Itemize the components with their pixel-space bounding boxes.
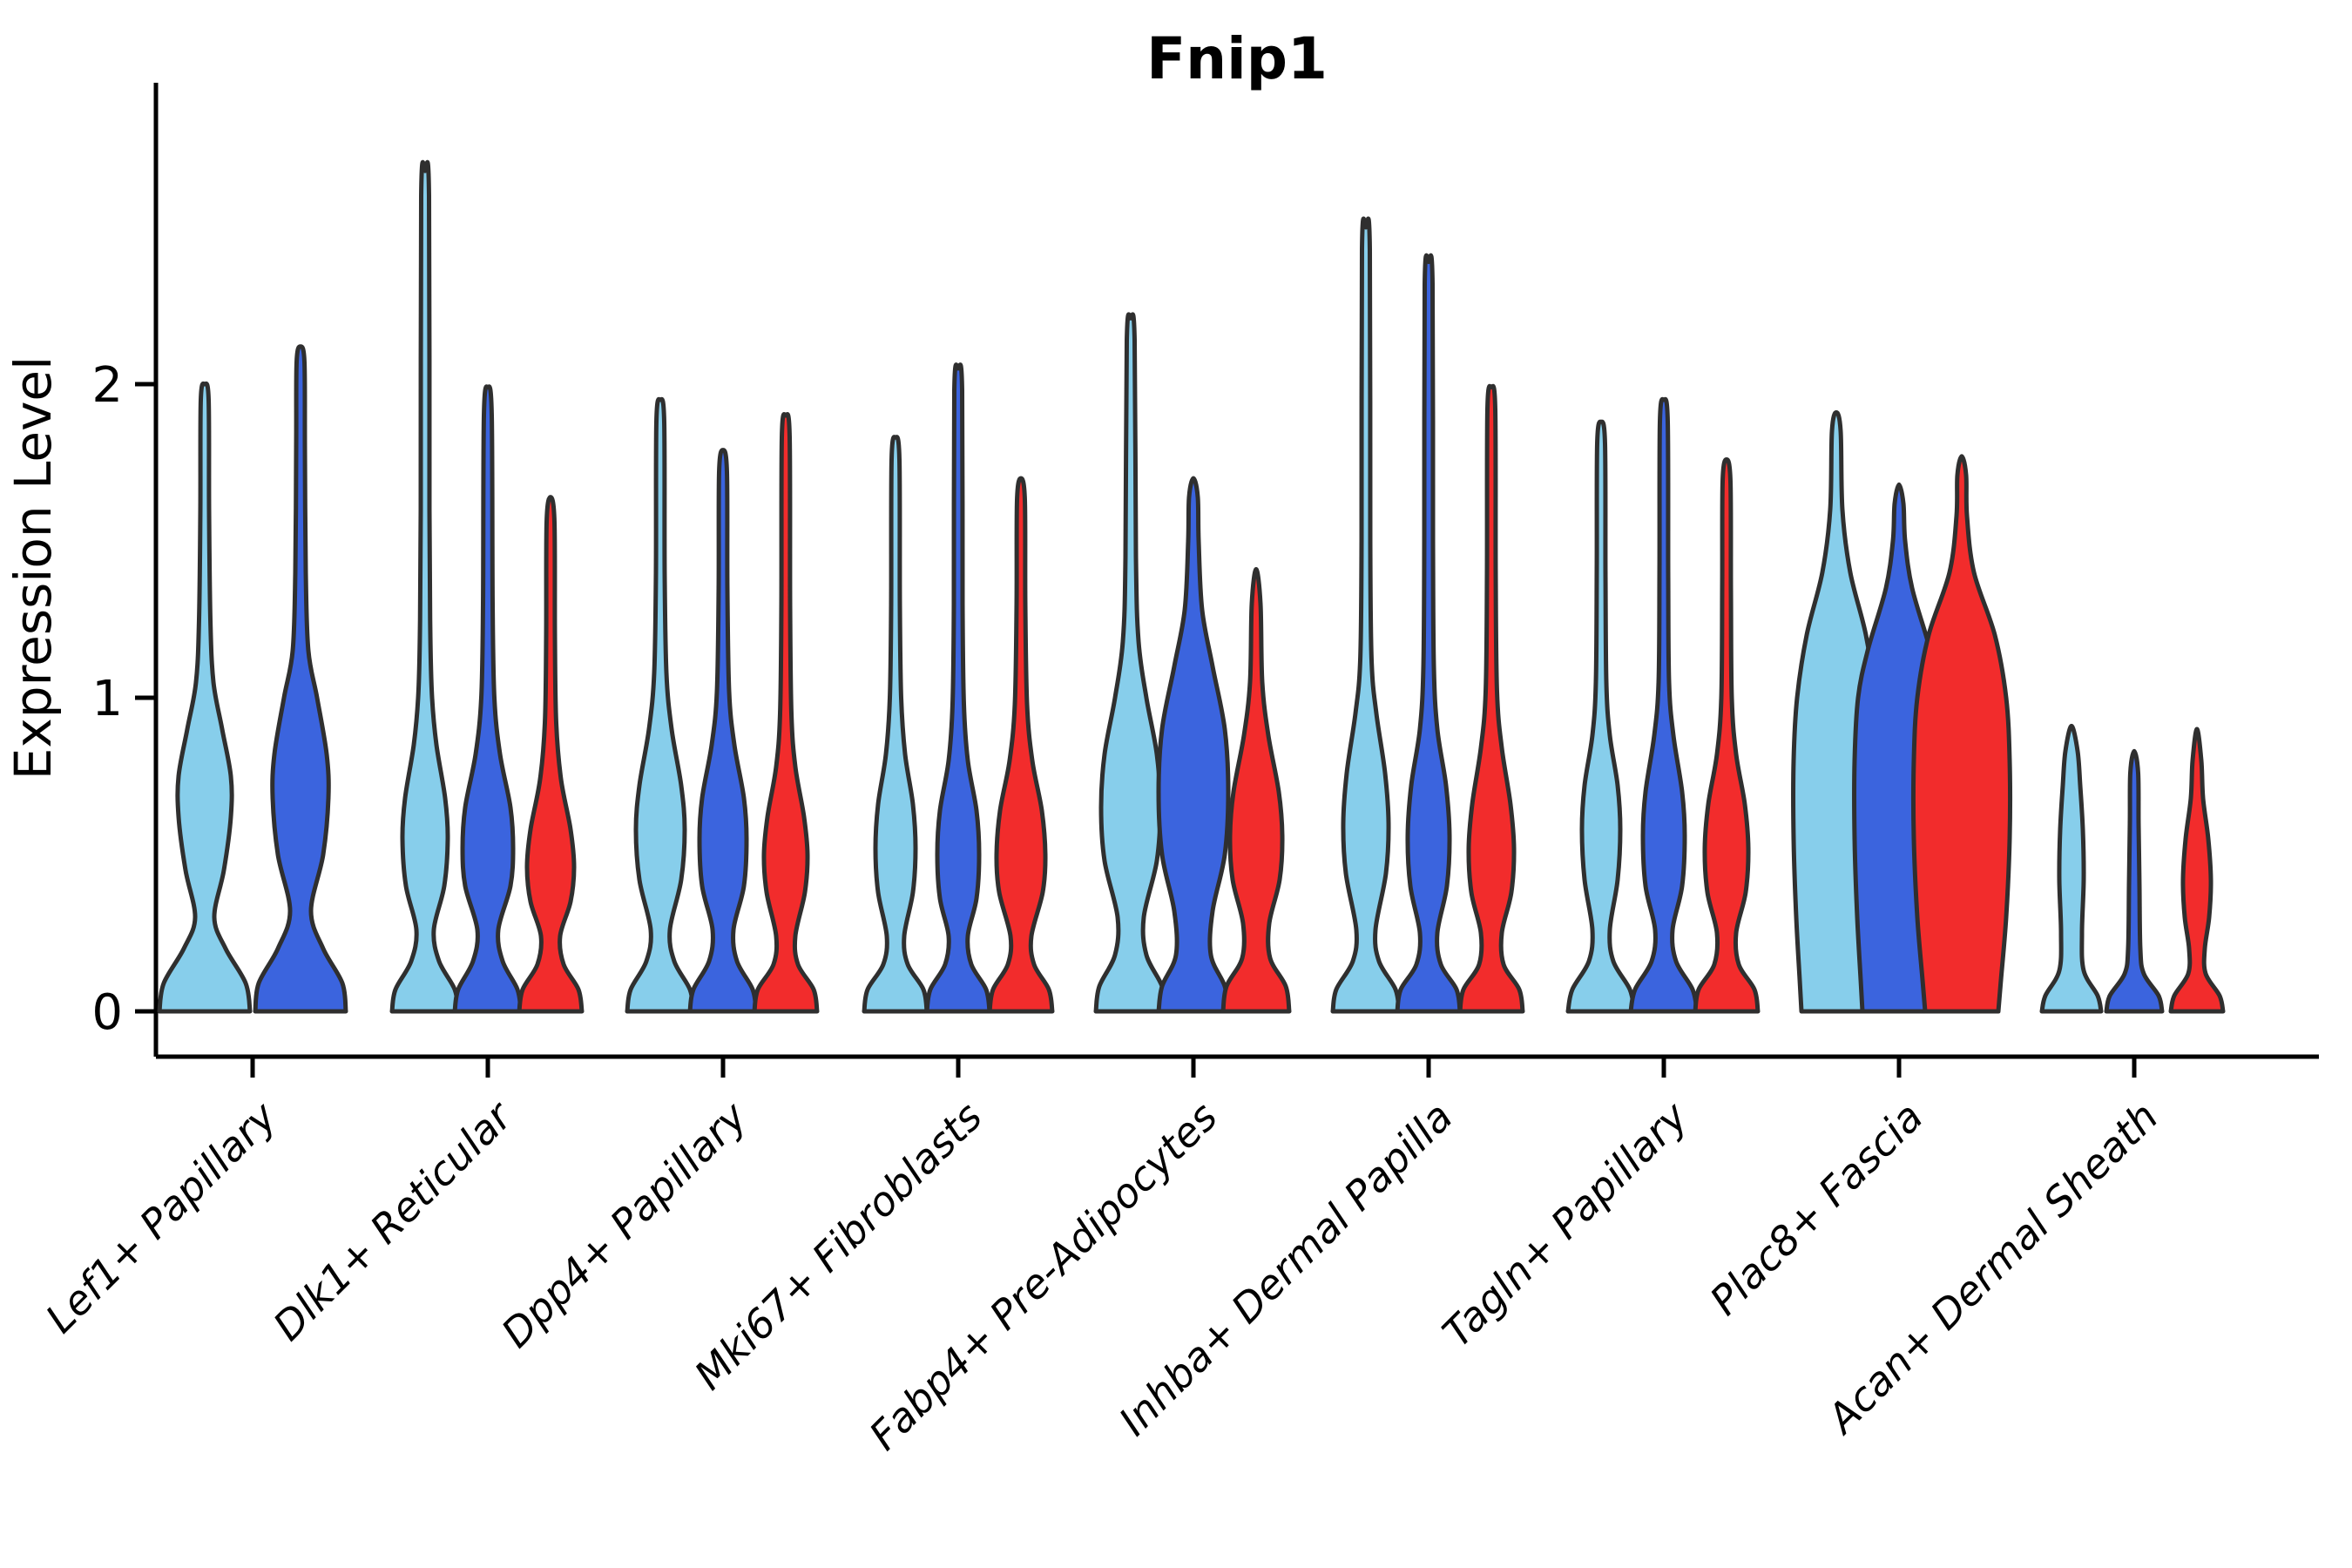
violin-blue — [1395, 253, 1463, 1014]
violin-lightblue — [389, 159, 461, 1014]
y-tick-label: 0 — [91, 984, 123, 1041]
violin-lightblue — [862, 435, 929, 1014]
violin-blue — [1628, 396, 1700, 1014]
violin-blue — [2104, 748, 2165, 1014]
violin-lightblue — [1093, 312, 1168, 1014]
y-tick-label: 2 — [91, 357, 123, 414]
violin-red — [1220, 566, 1292, 1014]
x-category-label: Dpp4+ Papillary — [492, 1092, 756, 1356]
violin-red — [517, 495, 585, 1014]
violin-lightblue — [157, 381, 253, 1014]
y-axis-title: Expression Level — [3, 356, 63, 780]
x-category-label: Tagln+ Papillary — [1433, 1092, 1697, 1356]
violin-red — [2168, 727, 2226, 1014]
x-category-label: Lef1+ Papillary — [37, 1092, 286, 1342]
violin-red — [1693, 456, 1761, 1014]
x-category-label: Dlk1+ Reticular — [264, 1091, 523, 1349]
y-tick-label: 1 — [91, 671, 123, 727]
x-category-label: Plac8+ Fascia — [1700, 1093, 1931, 1324]
violin-lightblue — [625, 396, 696, 1014]
plot-title: Fnip1 — [1146, 25, 1328, 92]
violin-lightblue — [2039, 723, 2104, 1014]
violin-blue — [452, 384, 524, 1014]
violin-red — [1910, 454, 2013, 1014]
violin-blue — [1156, 476, 1231, 1014]
violin-blue — [687, 448, 759, 1014]
violin-lightblue — [1330, 216, 1402, 1014]
violin-red — [987, 476, 1055, 1014]
violin-blue — [253, 344, 348, 1014]
violin-blue — [924, 362, 992, 1014]
violin-red — [1457, 383, 1525, 1014]
violin-red — [752, 411, 820, 1014]
violin-lightblue — [1565, 419, 1637, 1014]
